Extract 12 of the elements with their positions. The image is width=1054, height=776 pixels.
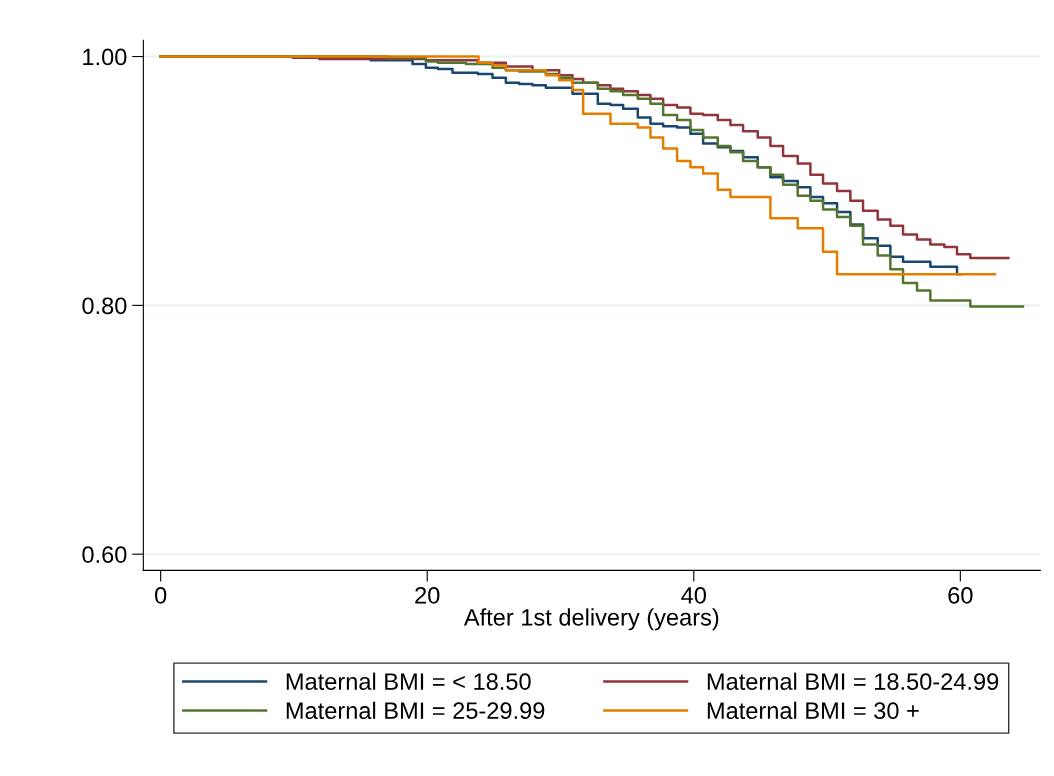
x-tick-label: 40	[681, 586, 706, 604]
legend-label: Maternal BMI = 30 +	[707, 701, 919, 720]
x-axis-title: After 1st delivery (years)	[463, 608, 719, 631]
legend-label: Maternal BMI = < 18.50	[286, 672, 531, 690]
legend-label: Maternal BMI = 25-29.99	[286, 701, 545, 720]
x-tick-label: 0	[155, 586, 167, 604]
y-tick-label: 0.80	[82, 297, 127, 315]
legend-label: Maternal BMI = 18.50-24.99	[707, 672, 999, 690]
y-tick-label: 0.60	[82, 546, 127, 563]
y-tick-label: 1.00	[83, 48, 127, 66]
x-tick-label: 60	[948, 586, 973, 604]
x-tick-label: 20	[415, 586, 440, 604]
